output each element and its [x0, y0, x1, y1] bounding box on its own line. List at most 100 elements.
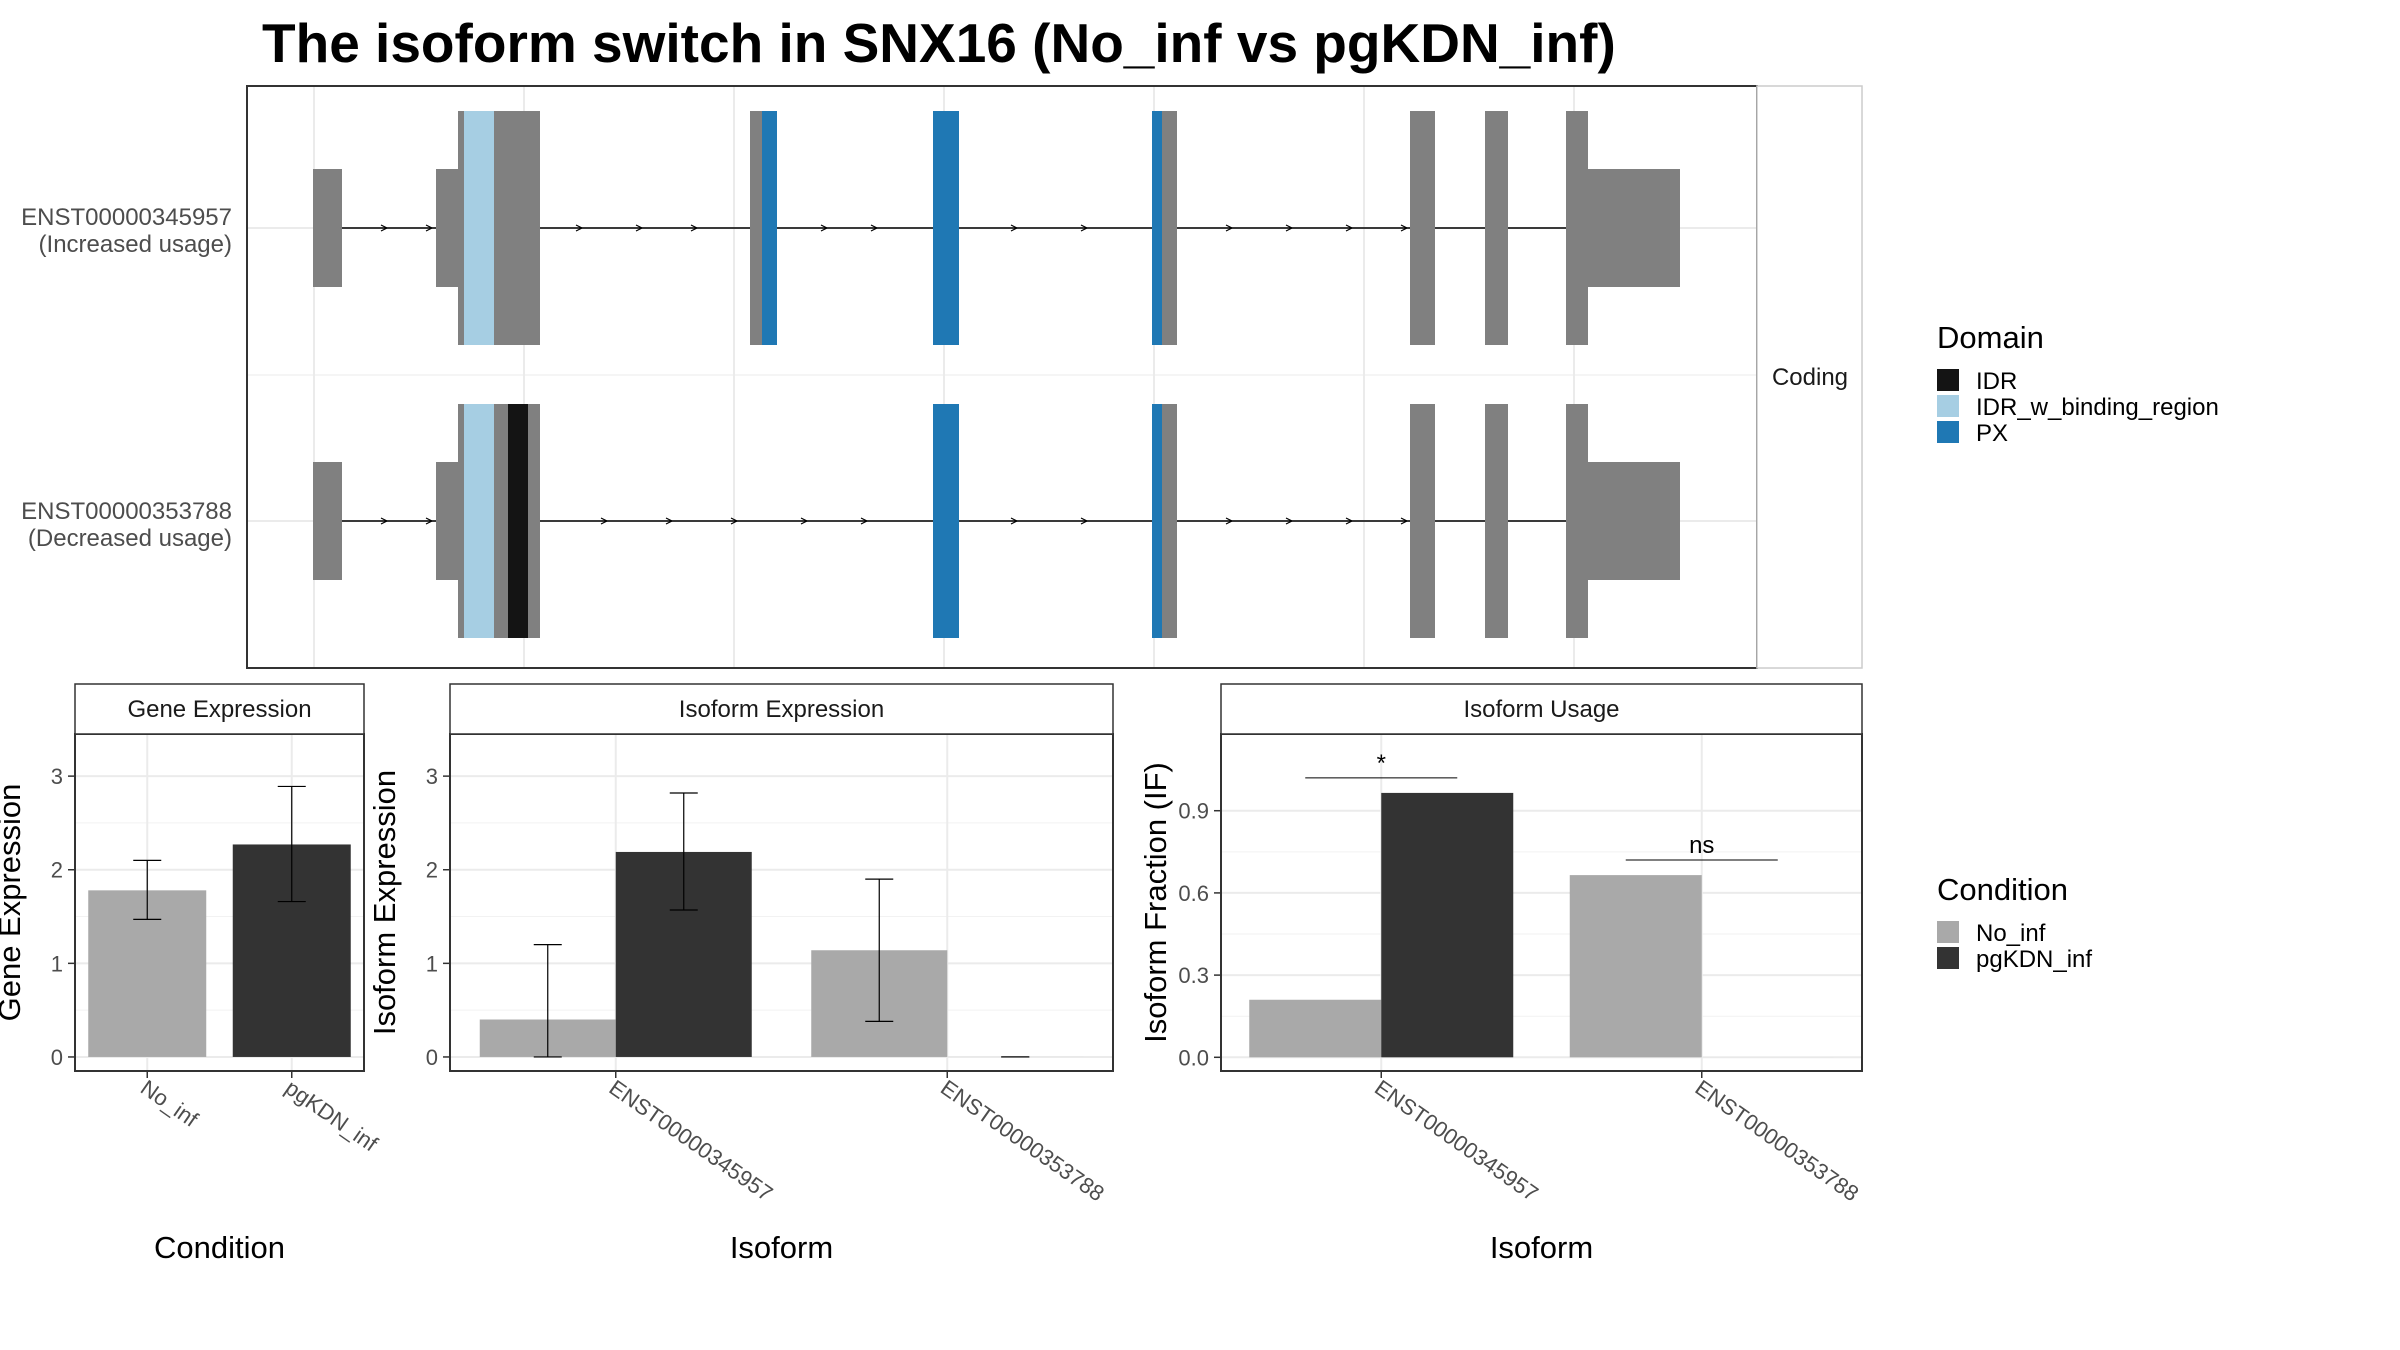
intron-arrow [425, 224, 434, 232]
intron-arrow [1400, 224, 1409, 232]
exon-block [464, 404, 494, 638]
exon-block [1410, 111, 1435, 345]
bar-panels: 0 1 2 3 No_inf pgKDN_inf Gene Expression Condit… [0, 683, 1864, 1265]
exon-block [508, 404, 528, 638]
x-axis-title: Condition [154, 1230, 285, 1265]
intron-arrow [665, 517, 674, 525]
intron-arrow [800, 517, 809, 525]
intron-arrow [1225, 224, 1234, 232]
domain-swatch-idr-binding [1937, 395, 1959, 417]
y-tick-label: 0.6 [1178, 881, 1209, 906]
intron-arrow [635, 224, 644, 232]
exon-block [1485, 404, 1508, 638]
utr-block [313, 169, 342, 287]
utr-block [436, 169, 458, 287]
condition-legend-title: Condition [1937, 872, 2068, 907]
y-axis-title: Isoform Expression [367, 770, 402, 1035]
facet-strip [1756, 85, 1863, 669]
y-tick-label: 2 [426, 858, 438, 883]
utr-block [1588, 169, 1680, 287]
isoform-2-usage-label: (Decreased usage) [28, 525, 232, 552]
figure-title: The isoform switch in SNX16 (No_inf vs p… [262, 12, 1616, 74]
intron-arrow [820, 224, 829, 232]
x-tick-label: No_inf [136, 1075, 203, 1132]
y-tick-label: 3 [426, 764, 438, 789]
domain-swatch-px [1937, 421, 1959, 443]
condition-swatch-no-inf [1937, 921, 1959, 943]
intron-arrow [860, 517, 869, 525]
intron-arrow [1345, 224, 1354, 232]
y-tick-label: 1 [426, 951, 438, 976]
bar-panel-3: 0.0 0.3 0.6 0.9 ENST00000345957 ENST000003537… [1138, 683, 1864, 1265]
isoform-1-id-label: ENST00000345957 [21, 204, 232, 231]
y-tick-label: 0 [51, 1045, 63, 1070]
x-tick-label: ENST00000353788 [1691, 1075, 1864, 1206]
isoform-track-1 [313, 111, 1680, 345]
exon-block [528, 404, 540, 638]
intron-arrow [600, 517, 609, 525]
isoform-2-id-label: ENST00000353788 [21, 498, 232, 525]
intron-arrow [1285, 517, 1294, 525]
intron-arrow [425, 517, 434, 525]
exon-block [1566, 404, 1588, 638]
structure-panel: Coding ENST00000345957 (Increased usage)… [21, 85, 1863, 669]
facet-label: Coding [1772, 364, 1848, 391]
structure-tracks [313, 111, 1680, 638]
utr-block [313, 462, 342, 580]
exon-block [1152, 404, 1162, 638]
y-tick-label: 1 [51, 951, 63, 976]
x-tick-label: pgKDN_inf [281, 1075, 383, 1157]
bar-panel-1: 0 1 2 3 No_inf pgKDN_inf Gene Expression Condit… [0, 683, 383, 1265]
isoform-1-usage-label: (Increased usage) [39, 231, 232, 258]
x-axis-title: Isoform [1490, 1230, 1593, 1265]
exon-block [1410, 404, 1435, 638]
intron-arrow [1345, 517, 1354, 525]
intron-arrow [1080, 224, 1089, 232]
domain-label-px: PX [1976, 420, 2008, 447]
bar-panel-2: 0 1 2 3 ENST00000345957 ENST00000353788 Isofor… [367, 683, 1114, 1265]
y-tick-label: 0.9 [1178, 799, 1209, 824]
y-axis-title: Gene Expression [0, 784, 27, 1022]
strip [74, 683, 365, 735]
exon-block [494, 404, 508, 638]
condition-legend: Condition No_inf pgKDN_inf [1937, 872, 2092, 973]
exon-block [464, 111, 494, 345]
utr-block [1588, 462, 1680, 580]
domain-swatch-idr [1937, 369, 1959, 391]
x-axis-title: Isoform [730, 1230, 833, 1265]
exon-block [1162, 404, 1177, 638]
intron-arrow [380, 224, 389, 232]
significance-label: ns [1689, 832, 1714, 859]
domain-legend-title: Domain [1937, 320, 2044, 355]
domain-label-idr: IDR [1976, 368, 2017, 395]
bar-no-inf [1569, 875, 1702, 1058]
exon-block [933, 111, 959, 345]
strip [449, 683, 1114, 735]
domain-label-idr-binding: IDR_w_binding_region [1976, 394, 2219, 421]
panel-title: Gene Expression [127, 696, 311, 723]
x-tick-label: ENST00000345957 [605, 1075, 778, 1206]
exon-block [1162, 111, 1177, 345]
intron-arrow [575, 224, 584, 232]
plot-background [450, 734, 1113, 1071]
intron-arrow [1285, 224, 1294, 232]
strip [1220, 683, 1863, 735]
bar-pgkdn-inf [1381, 792, 1514, 1058]
exon-block [750, 111, 762, 345]
intron-arrow [730, 517, 739, 525]
intron-arrow [1400, 517, 1409, 525]
x-tick-label: ENST00000353788 [936, 1075, 1109, 1206]
y-axis-title: Isoform Fraction (IF) [1138, 762, 1173, 1043]
intron-arrow [380, 517, 389, 525]
condition-swatch-pgkdn-inf [1937, 947, 1959, 969]
x-tick-label: ENST00000345957 [1370, 1075, 1543, 1206]
significance-label: * [1377, 750, 1386, 777]
intron-arrow [1225, 517, 1234, 525]
exon-block [762, 111, 777, 345]
domain-legend: Domain IDR IDR_w_binding_region PX [1937, 320, 2219, 447]
y-tick-label: 0.3 [1178, 963, 1209, 988]
intron-arrow [1080, 517, 1089, 525]
intron-arrow [1010, 224, 1019, 232]
exon-block [458, 404, 464, 638]
